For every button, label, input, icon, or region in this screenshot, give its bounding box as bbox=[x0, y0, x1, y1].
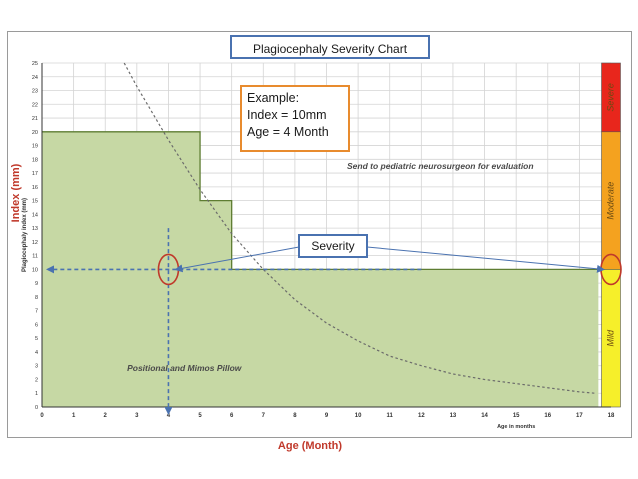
severity-band-label-mild: Mild bbox=[605, 329, 615, 346]
x-tick-label: 17 bbox=[576, 413, 583, 419]
y-tick-label: 16 bbox=[32, 185, 38, 191]
y-tick-label: 7 bbox=[35, 309, 38, 315]
y-tick-label: 12 bbox=[32, 240, 38, 246]
example-index: Index = 10mm bbox=[247, 108, 327, 122]
y-tick-label: 24 bbox=[32, 75, 38, 81]
x-tick-label: 7 bbox=[262, 413, 266, 419]
y-tick-label: 4 bbox=[35, 350, 38, 356]
example-age: Age = 4 Month bbox=[247, 125, 329, 139]
axes: 0123456789101112131415161718192021222324… bbox=[22, 61, 615, 430]
chart-annotation-1: Send to pediatric neurosurgeon for evalu… bbox=[347, 161, 534, 171]
severity-band-label-moderate: Moderate bbox=[605, 182, 615, 220]
x-tick-label: 6 bbox=[230, 413, 234, 419]
y-tick-label: 23 bbox=[32, 89, 38, 95]
x-tick-label: 1 bbox=[72, 413, 76, 419]
annotations: Send to pediatric neurosurgeon for evalu… bbox=[127, 161, 533, 373]
y-tick-label: 6 bbox=[35, 322, 38, 328]
y-tick-label: 21 bbox=[32, 116, 38, 122]
x-tick-label: 5 bbox=[198, 413, 202, 419]
y-tick-label: 3 bbox=[35, 364, 38, 370]
severity-pointer-right bbox=[366, 246, 605, 273]
x-tick-label: 15 bbox=[513, 413, 520, 419]
x-tick-label: 2 bbox=[104, 413, 108, 419]
y-tick-label: 15 bbox=[32, 199, 38, 205]
y-tick-label: 5 bbox=[35, 336, 38, 342]
y-tick-label: 13 bbox=[32, 226, 38, 232]
y-tick-label: 18 bbox=[32, 157, 38, 163]
y-tick-label: 17 bbox=[32, 171, 38, 177]
chart-title-box: Plagiocephaly Severity Chart bbox=[230, 35, 430, 59]
x-tick-label: 16 bbox=[544, 413, 551, 419]
chart-frame bbox=[7, 31, 632, 438]
x-tick-label: 11 bbox=[387, 413, 394, 419]
y-tick-label: 11 bbox=[32, 254, 38, 260]
x-tick-label: 14 bbox=[481, 413, 488, 419]
y-tick-label: 9 bbox=[35, 281, 38, 287]
severity-band-label-severe: Severe bbox=[605, 83, 615, 112]
y-tick-label: 14 bbox=[32, 212, 38, 218]
y-tick-label: 0 bbox=[35, 405, 38, 411]
y-tick-label: 10 bbox=[32, 267, 38, 273]
x-tick-label: 3 bbox=[135, 413, 139, 419]
x-tick-label: 13 bbox=[450, 413, 457, 419]
severity-callout: Severity bbox=[298, 234, 368, 258]
x-tick-label: 10 bbox=[355, 413, 362, 419]
y-tick-label: 25 bbox=[32, 61, 38, 67]
x-tick-label: 8 bbox=[293, 413, 297, 419]
x-tick-label: 18 bbox=[608, 413, 615, 419]
severity-pointer-left bbox=[174, 246, 300, 273]
y-axis-label: Plagiocephaly index (mm) bbox=[22, 198, 28, 272]
example-heading: Example: bbox=[247, 91, 300, 105]
y-tick-label: 1 bbox=[35, 391, 38, 397]
x-axis-label: Age in months bbox=[497, 424, 535, 430]
x-tick-label: 12 bbox=[418, 413, 425, 419]
severity-bar: Severe Moderate Mild bbox=[601, 62, 621, 408]
example-guides bbox=[46, 228, 622, 415]
x-tick-label: 0 bbox=[40, 413, 44, 419]
outer-x-axis-label: Age (Month) bbox=[277, 440, 343, 452]
y-tick-label: 22 bbox=[32, 102, 38, 108]
y-tick-label: 20 bbox=[32, 130, 38, 136]
y-tick-label: 19 bbox=[32, 144, 38, 150]
x-tick-label: 9 bbox=[325, 413, 329, 419]
outer-y-axis-label: Index (mm) bbox=[10, 163, 22, 223]
y-tick-label: 8 bbox=[35, 295, 38, 301]
y-tick-label: 2 bbox=[35, 377, 38, 383]
example-callout: Example: Index = 10mm Age = 4 Month bbox=[240, 85, 350, 152]
x-tick-label: 4 bbox=[167, 413, 171, 419]
chart-annotation-2: Positional and Mimos Pillow bbox=[127, 363, 243, 373]
